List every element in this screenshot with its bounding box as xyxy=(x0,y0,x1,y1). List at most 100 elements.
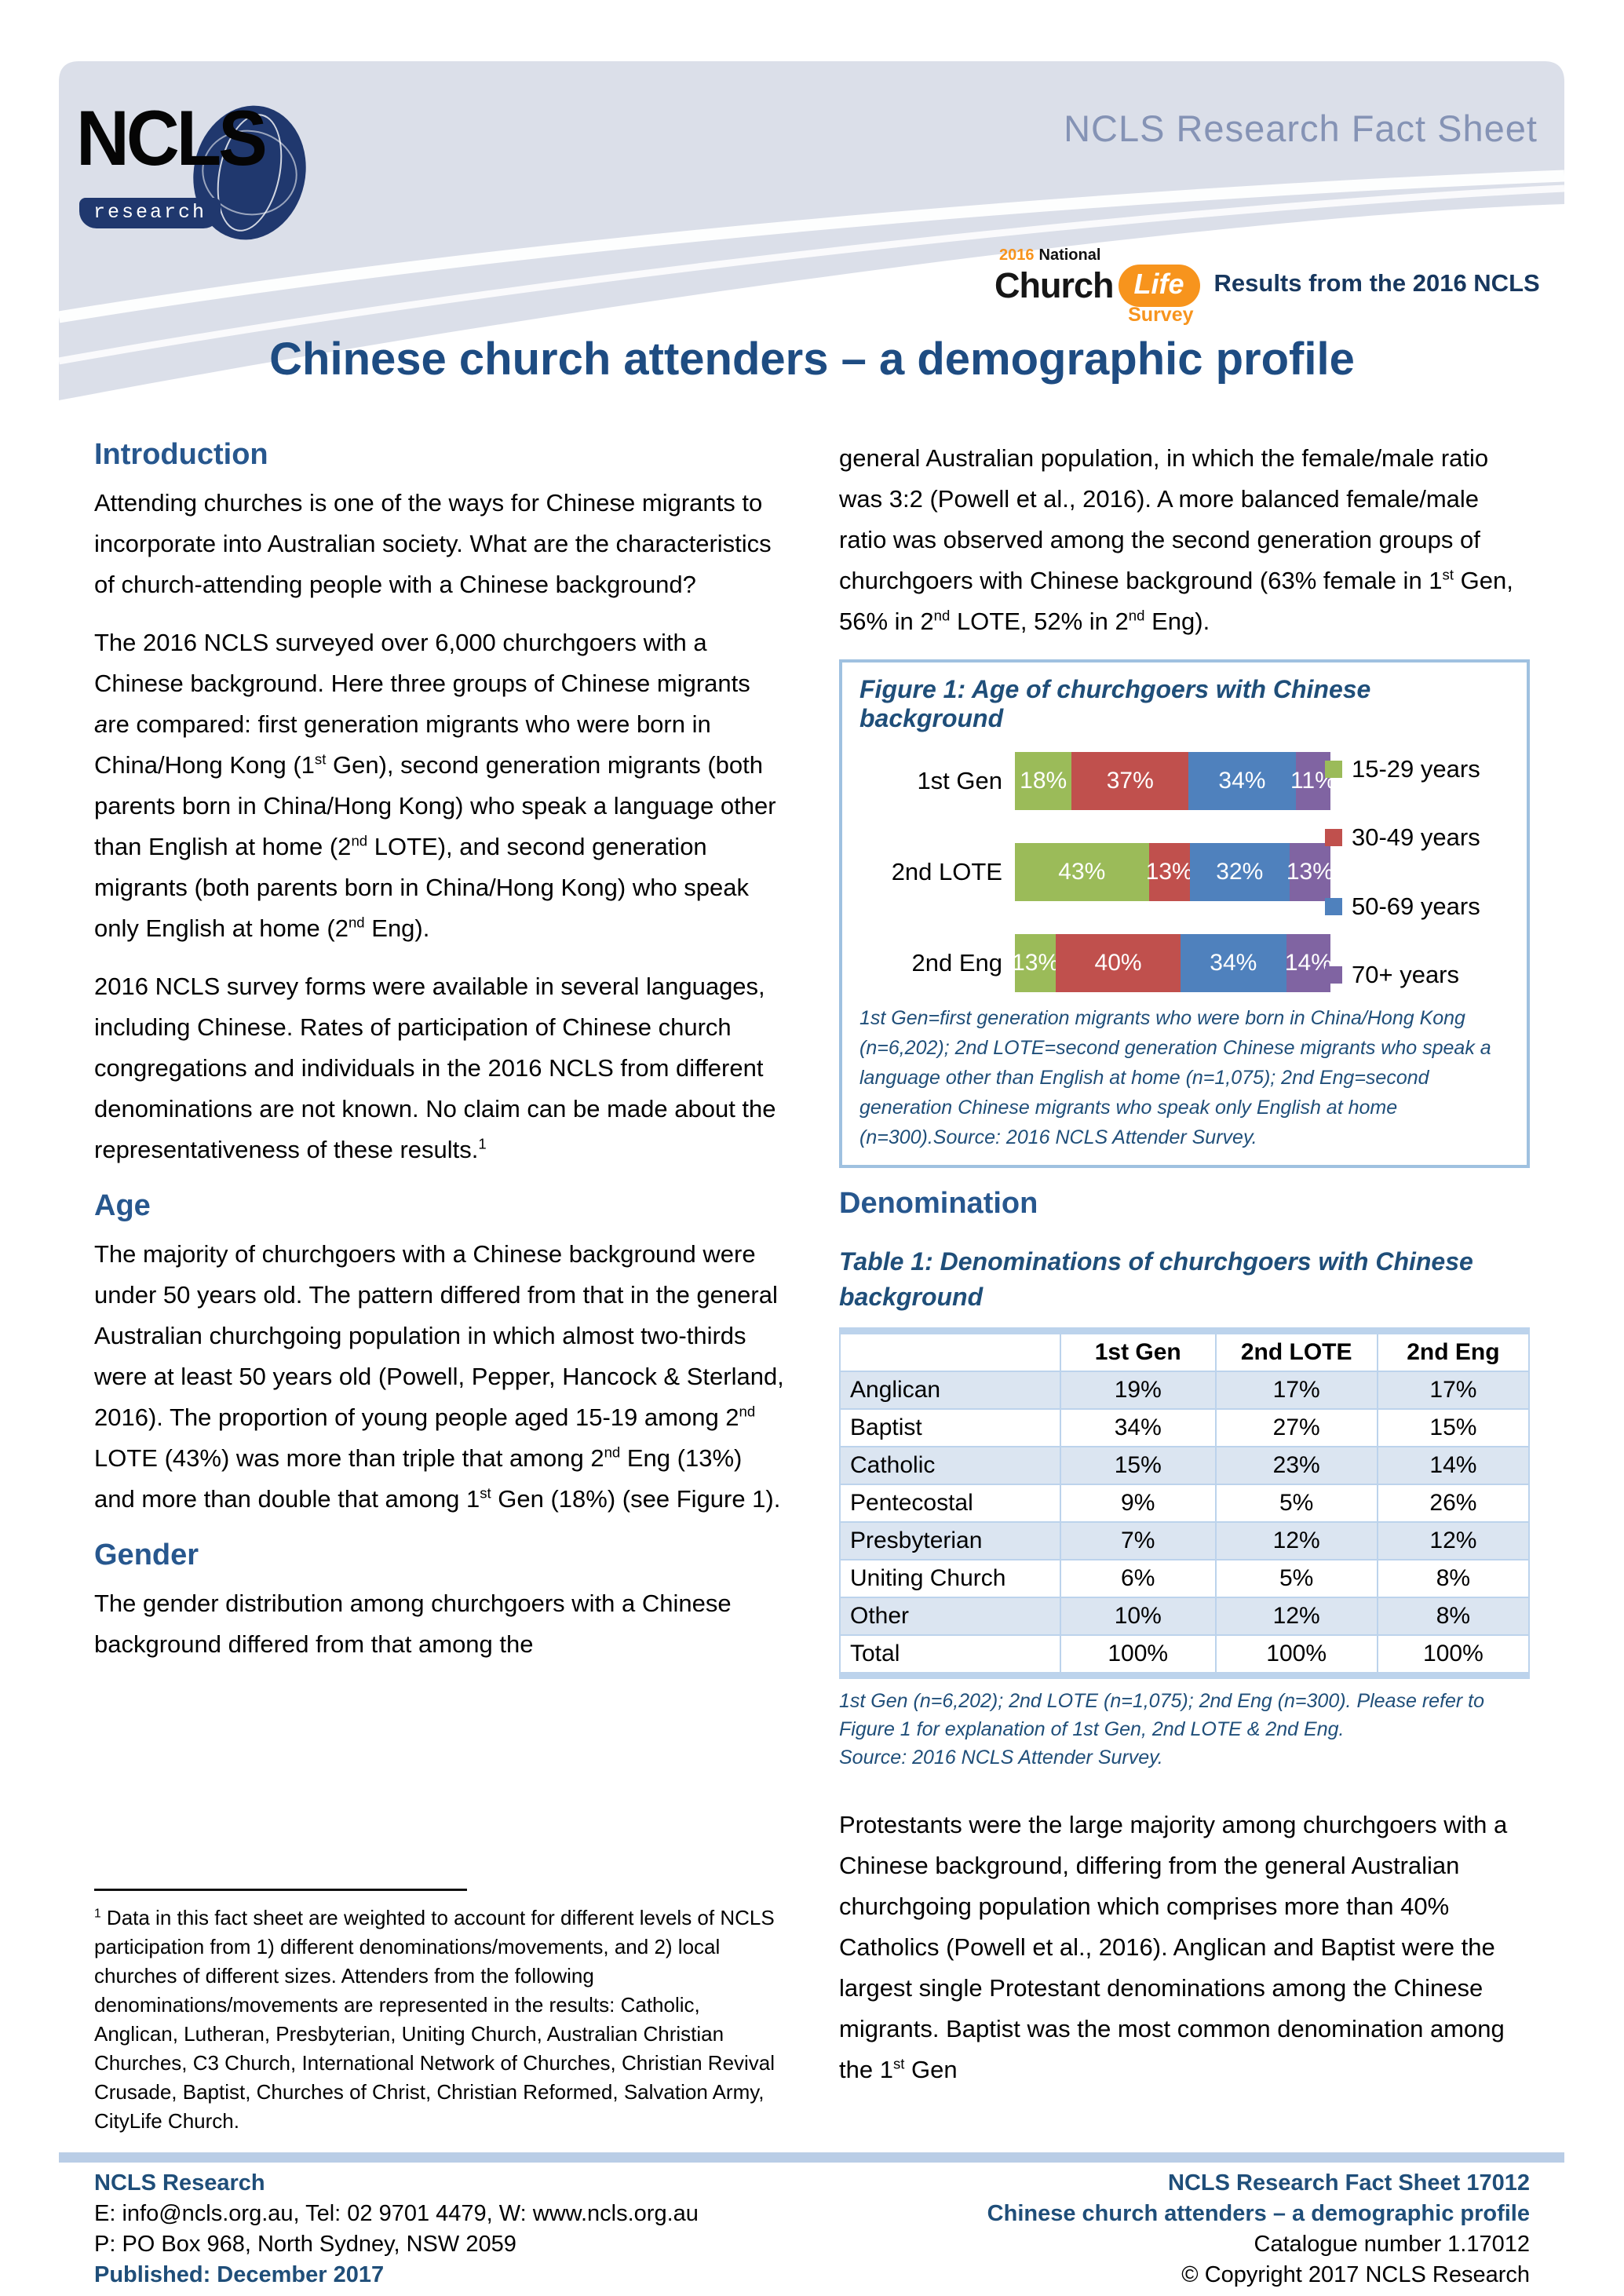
footer-factsheet-title: Chinese church attenders – a demographic… xyxy=(987,2201,1530,2226)
text-segment: nd xyxy=(351,832,368,849)
cls-logo-midline: Church Life xyxy=(994,265,1200,307)
table1-body: Anglican 19% 17% 17% Baptist 34% 27% 15%… xyxy=(839,1371,1531,1677)
text-segment: Data in this fact sheet are weighted to … xyxy=(94,1906,776,2133)
text-segment: Gen (18%) (see Figure 1). xyxy=(491,1485,781,1513)
results-tagline: Results from the 2016 NCLS xyxy=(1213,269,1540,297)
legend-swatch xyxy=(1325,761,1342,778)
figure1-bar-segment: 43% xyxy=(1015,843,1149,901)
text-segment: Eng). xyxy=(1144,608,1210,635)
church-life-survey-block: 2016 National Church Life Survey Results … xyxy=(994,246,1540,327)
figure1-footnote: 1st Gen=first generation migrants who we… xyxy=(859,1007,1491,1148)
cell-value: 17% xyxy=(1214,1371,1378,1410)
table1-caption: Table 1: Denominations of churchgoers wi… xyxy=(839,1247,1473,1311)
right-column: general Australian population, in which … xyxy=(839,438,1531,2152)
footer-contact-line: E: info@ncls.org.au, Tel: 02 9701 4479, … xyxy=(94,2201,699,2226)
figure1-segment-value: 13% xyxy=(1286,859,1334,885)
figure1-stacked-bar: 43% 13% 32% 13% xyxy=(1015,843,1334,901)
footnote-text: 1 Data in this fact sheet are weighted t… xyxy=(94,1904,785,2136)
figure1-bar-segment: 37% xyxy=(1071,752,1189,810)
footer-copyright: © Copyright 2017 NCLS Research xyxy=(1181,2262,1530,2287)
cell-value: 34% xyxy=(1059,1408,1217,1447)
text-segment: general Australian population, in which … xyxy=(839,444,1489,594)
table1-footnote-line1: 1st Gen (n=6,202); 2nd LOTE (n=1,075); 2… xyxy=(839,1690,1485,1740)
text-segment: LOTE, 52% in 2 xyxy=(950,608,1129,635)
cell-value: 5% xyxy=(1214,1484,1378,1523)
gender-paragraph-continued: general Australian population, in which … xyxy=(839,438,1530,642)
text-segment: Gen, 56% in 2 xyxy=(839,567,1513,635)
figure1-legend-item: 15-29 years xyxy=(1325,755,1509,783)
footer-published-line: Published: December 2017 xyxy=(94,2262,385,2287)
cls-logo-national: National xyxy=(1038,246,1101,264)
figure1-bar-segment: 34% xyxy=(1188,752,1296,810)
footer-factsheet-number: NCLS Research Fact Sheet 17012 xyxy=(1168,2170,1530,2196)
cls-logo-survey: Survey xyxy=(1128,304,1194,326)
text-segment: re compared: first generation migrants w… xyxy=(94,710,711,779)
legend-swatch xyxy=(1325,897,1342,915)
section-heading-denomination: Denomination xyxy=(839,1187,1038,1220)
cell-value: 100% xyxy=(1214,1634,1378,1677)
figure1-bar-row: 1st Gen 18% 37% 34% 11% xyxy=(859,752,1336,810)
row-label: Baptist xyxy=(839,1408,1061,1447)
cls-logo-topline: 2016 National xyxy=(999,246,1200,265)
banner-title: NCLS Research Fact Sheet xyxy=(1064,108,1538,149)
table-row: Uniting Church 6% 5% 8% xyxy=(839,1559,1531,1598)
left-column: Introduction Attending churches is one o… xyxy=(94,438,785,2152)
gender-paragraph: The gender distribution among churchgoer… xyxy=(94,1583,785,1665)
text-segment: st xyxy=(314,750,327,768)
age-paragraph: The majority of churchgoers with a Chine… xyxy=(94,1234,785,1520)
introduction-paragraph-3: 2016 NCLS survey forms were available in… xyxy=(94,966,785,1170)
text-segment: 1 xyxy=(478,1135,487,1152)
table-row: Anglican 19% 17% 17% xyxy=(839,1371,1531,1410)
figure1-legend-item: 70+ years xyxy=(1325,961,1509,989)
legend-label: 70+ years xyxy=(1352,960,1460,988)
table1-footnote-line2: Source: 2016 NCLS Attender Survey. xyxy=(839,1747,1163,1769)
row-label: Anglican xyxy=(839,1371,1061,1410)
cell-value: 6% xyxy=(1059,1559,1217,1598)
figure1-chart-rows: 1st Gen 18% 37% 34% 11% 2nd LOTE 43% 13% 32% 13% 2… xyxy=(859,752,1336,992)
table-header-cell-2ndeng: 2nd Eng xyxy=(1376,1330,1531,1372)
figure1-legend: 15-29 years 30-49 years 50-69 years 70+ yea… xyxy=(1325,755,1509,989)
figure1-box: Figure 1: Age of churchgoers with Chines… xyxy=(839,659,1530,1168)
text-segment: nd xyxy=(739,1403,756,1420)
figure1-bar-segment: 32% xyxy=(1189,843,1290,901)
cell-value: 10% xyxy=(1059,1597,1217,1636)
table-row: Total 100% 100% 100% xyxy=(839,1634,1531,1677)
text-segment: Gen), second generation migrants (both p… xyxy=(94,751,776,860)
row-label: Pentecostal xyxy=(839,1484,1061,1523)
figure1-category-label: 2nd LOTE xyxy=(891,858,1002,885)
legend-label: 50-69 years xyxy=(1352,892,1480,920)
text-segment: nd xyxy=(348,914,365,931)
figure1-legend-item: 30-49 years xyxy=(1325,823,1509,852)
text-segment: st xyxy=(892,2055,905,2072)
cell-value: 17% xyxy=(1376,1371,1531,1410)
cell-value: 100% xyxy=(1059,1634,1217,1677)
footer-catalogue-number: Catalogue number 1.17012 xyxy=(1254,2232,1530,2257)
text-segment: st xyxy=(1442,566,1454,583)
figure1-segment-value: 14% xyxy=(1284,950,1332,976)
table-header-cell-2ndlote: 2nd LOTE xyxy=(1214,1330,1378,1372)
header-swoosh-graphic xyxy=(59,61,1564,400)
text-segment: The majority of churchgoers with a Chine… xyxy=(94,1240,784,1431)
text-segment: nd xyxy=(604,1444,621,1461)
figure1-stacked-bar: 18% 37% 34% 11% xyxy=(1015,752,1336,810)
section-heading-gender: Gender xyxy=(94,1539,199,1571)
cell-value: 15% xyxy=(1059,1446,1217,1485)
table-row: Other 10% 12% 8% xyxy=(839,1597,1531,1636)
text-segment: The gender distribution among churchgoer… xyxy=(94,1590,732,1658)
row-label: Uniting Church xyxy=(839,1559,1061,1598)
cell-value: 8% xyxy=(1376,1559,1531,1598)
table-header-row: 1st Gen 2nd LOTE 2nd Eng xyxy=(839,1330,1531,1372)
introduction-paragraph-1: Attending churches is one of the ways fo… xyxy=(94,483,785,605)
legend-swatch xyxy=(1325,829,1342,847)
footer-divider-bar xyxy=(59,2152,1564,2163)
figure1-bar-segment: 13% xyxy=(1146,843,1193,901)
text-segment: LOTE), and second generation migrants (b… xyxy=(94,833,750,942)
row-label: Presbyterian xyxy=(839,1521,1061,1560)
text-segment: Eng (13%) and more than double that amon… xyxy=(94,1444,743,1513)
cell-value: 26% xyxy=(1376,1484,1531,1523)
figure1-bar-segment: 18% xyxy=(1015,752,1072,810)
table1-header: 1st Gen 2nd LOTE 2nd Eng xyxy=(839,1330,1531,1372)
figure1-segment-value: 18% xyxy=(1020,768,1067,794)
logo-research-text: research xyxy=(79,198,221,228)
cell-value: 8% xyxy=(1376,1597,1531,1636)
